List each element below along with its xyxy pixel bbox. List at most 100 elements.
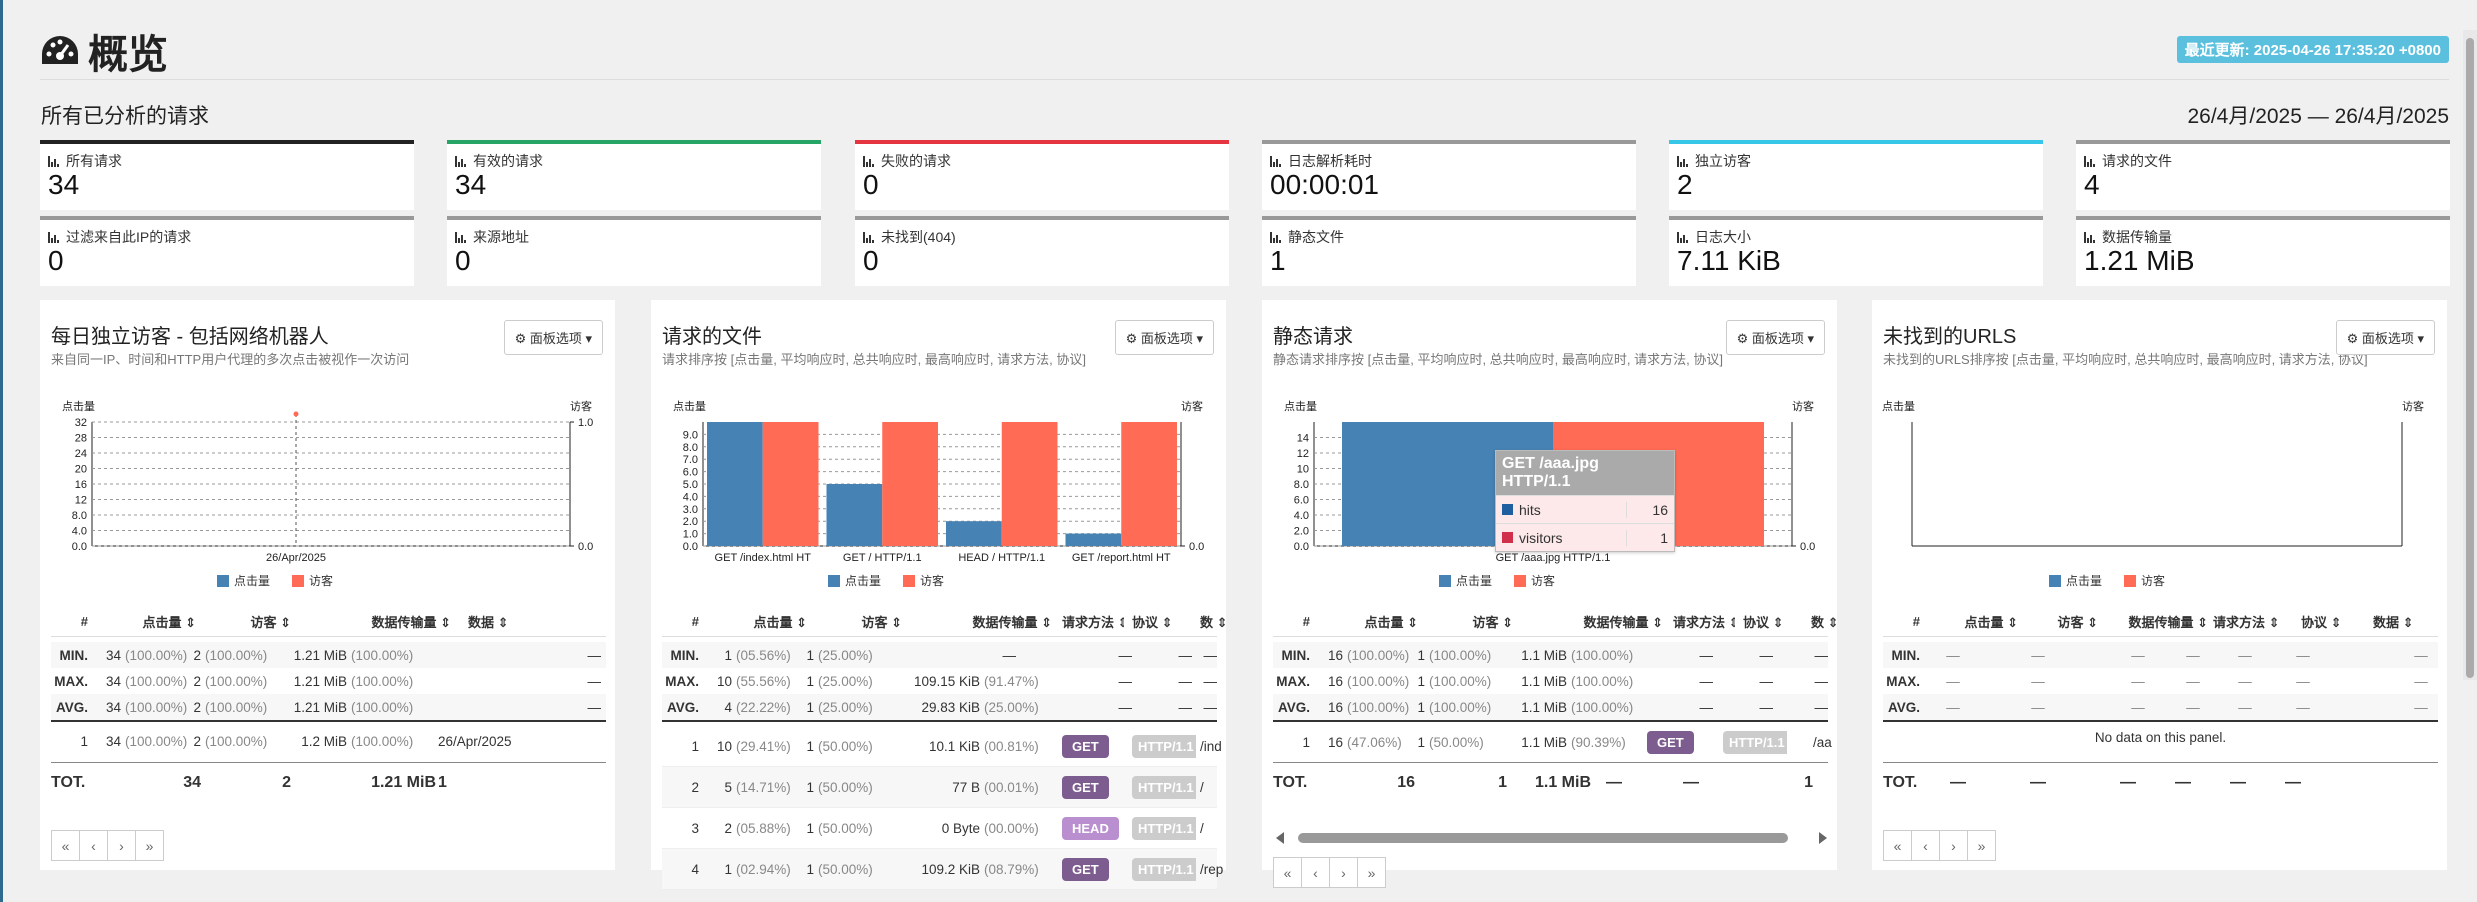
column-header[interactable]: 数 ⇕ [1200, 614, 1228, 630]
legend-hits[interactable]: 点击量 [2049, 572, 2102, 589]
table-row[interactable]: 4 1 (02.94%) 1 (50.00%) 109.2 KiB (08.79%) GET H… [662, 849, 1223, 889]
table-cell: 2 [724, 820, 732, 836]
column-header[interactable]: 点击量 ⇕ [1964, 614, 2018, 630]
legend-visitors[interactable]: 访客 [1514, 572, 1555, 589]
next-page-button[interactable]: › [1939, 830, 1968, 861]
column-header[interactable]: 访客 ⇕ [1472, 614, 1513, 630]
bar-visitors[interactable] [1001, 422, 1058, 546]
metric-value: 34 [455, 169, 487, 200]
last-page-button[interactable]: » [135, 830, 164, 861]
column-header[interactable]: 数据传输量 ⇕ [1583, 614, 1663, 630]
column-header[interactable]: 数据传输量 ⇕ [2128, 614, 2208, 630]
y-tick-label: 8.0 [683, 442, 698, 454]
horizontal-scrollbar[interactable] [1274, 829, 1829, 847]
legend-hits[interactable]: 点击量 [217, 572, 270, 589]
column-header[interactable]: 协议 ⇕ [2301, 614, 2342, 630]
bar-hits[interactable] [1065, 533, 1122, 546]
panel-options-button[interactable]: ⚙ 面板选项 ▾ [1725, 320, 1825, 355]
table-cell: — [2296, 699, 2310, 715]
column-header[interactable]: 访客 ⇕ [2057, 614, 2098, 630]
column-header[interactable]: 请求方法 ⇕ [1673, 614, 1735, 630]
table-cell: (100.00%) [1347, 699, 1410, 715]
y-tick-label-right: 0.0 [578, 541, 593, 553]
column-header[interactable]: 点击量 ⇕ [142, 614, 196, 630]
column-header[interactable]: 数据传输量 ⇕ [371, 614, 451, 630]
next-page-button[interactable]: › [107, 830, 136, 861]
bar-chart-icon [455, 155, 468, 167]
legend-visitors[interactable]: 访客 [2124, 572, 2165, 589]
metric-value: 1.21 MiB [2084, 245, 2195, 276]
metric-label: 失败的请求 [863, 151, 951, 171]
scroll-thumb[interactable] [1298, 833, 1788, 843]
bar-hits[interactable] [946, 521, 1002, 546]
bar-visitors[interactable] [882, 422, 938, 546]
axis-label-left: 点击量 [1882, 400, 1915, 413]
table-cell: (47.06%) [1347, 734, 1402, 750]
next-page-button[interactable]: › [1329, 857, 1358, 888]
metric-label: 所有请求 [48, 151, 122, 171]
column-header[interactable]: 点击量 ⇕ [753, 614, 807, 630]
pagination: «‹ ›» [51, 830, 164, 861]
column-header[interactable]: 协议 ⇕ [1132, 614, 1173, 630]
column-header[interactable]: 请求方法 ⇕ [2213, 614, 2280, 630]
sidebar-edge [0, 0, 3, 902]
prev-page-button[interactable]: ‹ [1301, 857, 1330, 888]
panel-title: 静态请求 [1273, 326, 1353, 348]
legend-visitors[interactable]: 访客 [903, 572, 944, 589]
first-page-button[interactable]: « [1883, 830, 1912, 861]
summary-row: AVG. 4 (22.22%) 1 (25.00%) 29.83 KiB (25.00%) —… [662, 694, 1217, 720]
column-header[interactable]: 数据传输量 ⇕ [972, 614, 1052, 630]
first-page-button[interactable]: « [51, 830, 80, 861]
panel-subtitle: 来自同一IP、时间和HTTP用户代理的多次点击被视作一次访问 [51, 352, 410, 367]
column-header[interactable]: 访客 ⇕ [861, 614, 902, 630]
column-header[interactable]: 数据 ⇕ [468, 614, 509, 630]
table-row[interactable]: 1 34 (100.00%) 2 (100.00%) 1.2 MiB (100.00%) 26… [51, 728, 606, 754]
y-tick-label: 20 [75, 464, 87, 476]
bar-visitors[interactable] [762, 422, 819, 546]
panel-options-button[interactable]: ⚙ 面板选项 ▾ [1114, 320, 1214, 355]
data-point-hits[interactable] [293, 411, 299, 417]
table-row[interactable]: 2 5 (14.71%) 1 (50.00%) 77 B (00.01%) GET HTTP/1… [662, 767, 1217, 807]
bar-visitors[interactable] [1121, 422, 1177, 546]
table-row[interactable]: 1 16 (47.06%) 1 (50.00%) 1.1 MiB (90.39%) GET HT… [1273, 724, 1832, 760]
column-header[interactable]: 访客 ⇕ [250, 614, 291, 630]
metric-card: 日志大小 7.11 KiB [1669, 216, 2043, 286]
table-rule [51, 720, 606, 722]
bar-chart-icon [1677, 155, 1690, 167]
panel-options-button[interactable]: ⚙ 面板选项 ▾ [503, 320, 603, 355]
table-cell: — [1002, 647, 1017, 663]
page-scrollbar[interactable] [2463, 30, 2477, 680]
legend-hits[interactable]: 点击量 [1439, 572, 1492, 589]
table-cell: 34 [105, 699, 121, 715]
table-row[interactable]: 3 2 (05.88%) 1 (50.00%) 0 Byte (00.00%) HEAD HTT… [662, 808, 1217, 848]
column-header[interactable]: 请求方法 ⇕ [1062, 614, 1124, 630]
panel-options-button[interactable]: ⚙ 面板选项 ▾ [2335, 320, 2435, 355]
row-label: MAX. [1276, 673, 1310, 689]
metric-label-text: 数据传输量 [2102, 229, 2172, 245]
last-page-button[interactable]: » [1357, 857, 1386, 888]
column-header[interactable]: 数据 ⇕ [2373, 614, 2414, 630]
table-row[interactable]: 1 10 (29.41%) 1 (50.00%) 10.1 KiB (00.81%) GET H… [662, 726, 1222, 766]
page-scrollbar-thumb[interactable] [2466, 38, 2474, 678]
prev-page-button[interactable]: ‹ [1911, 830, 1940, 861]
date-range: 26/4月/2025 — 26/4月/2025 [2187, 105, 2449, 128]
column-header[interactable]: 协议 ⇕ [1743, 614, 1784, 630]
last-page-button[interactable]: » [1967, 830, 1996, 861]
legend-visitors[interactable]: 访客 [292, 572, 333, 589]
prev-page-button[interactable]: ‹ [79, 830, 108, 861]
table-cell: 10 [716, 673, 732, 689]
summary-row: AVG. 34 (100.00%) 2 (100.00%) 1.21 MiB (100.00… [51, 694, 606, 720]
legend-hits[interactable]: 点击量 [828, 572, 881, 589]
scroll-right-arrow[interactable] [1819, 832, 1827, 844]
total-row: TOT. — — — — — — [1883, 770, 2438, 796]
table-cell: — [2296, 647, 2310, 663]
bar-hits[interactable] [707, 422, 763, 546]
first-page-button[interactable]: « [1273, 857, 1302, 888]
scroll-left-arrow[interactable] [1276, 832, 1284, 844]
row-label: AVG. [1277, 699, 1310, 715]
bar-hits[interactable] [826, 484, 883, 546]
column-header[interactable]: 点击量 ⇕ [1364, 614, 1418, 630]
column-header[interactable]: 数 ⇕ [1811, 614, 1839, 630]
method-cell: GET [1062, 775, 1124, 799]
y-tick-label: 0.0 [683, 541, 698, 553]
